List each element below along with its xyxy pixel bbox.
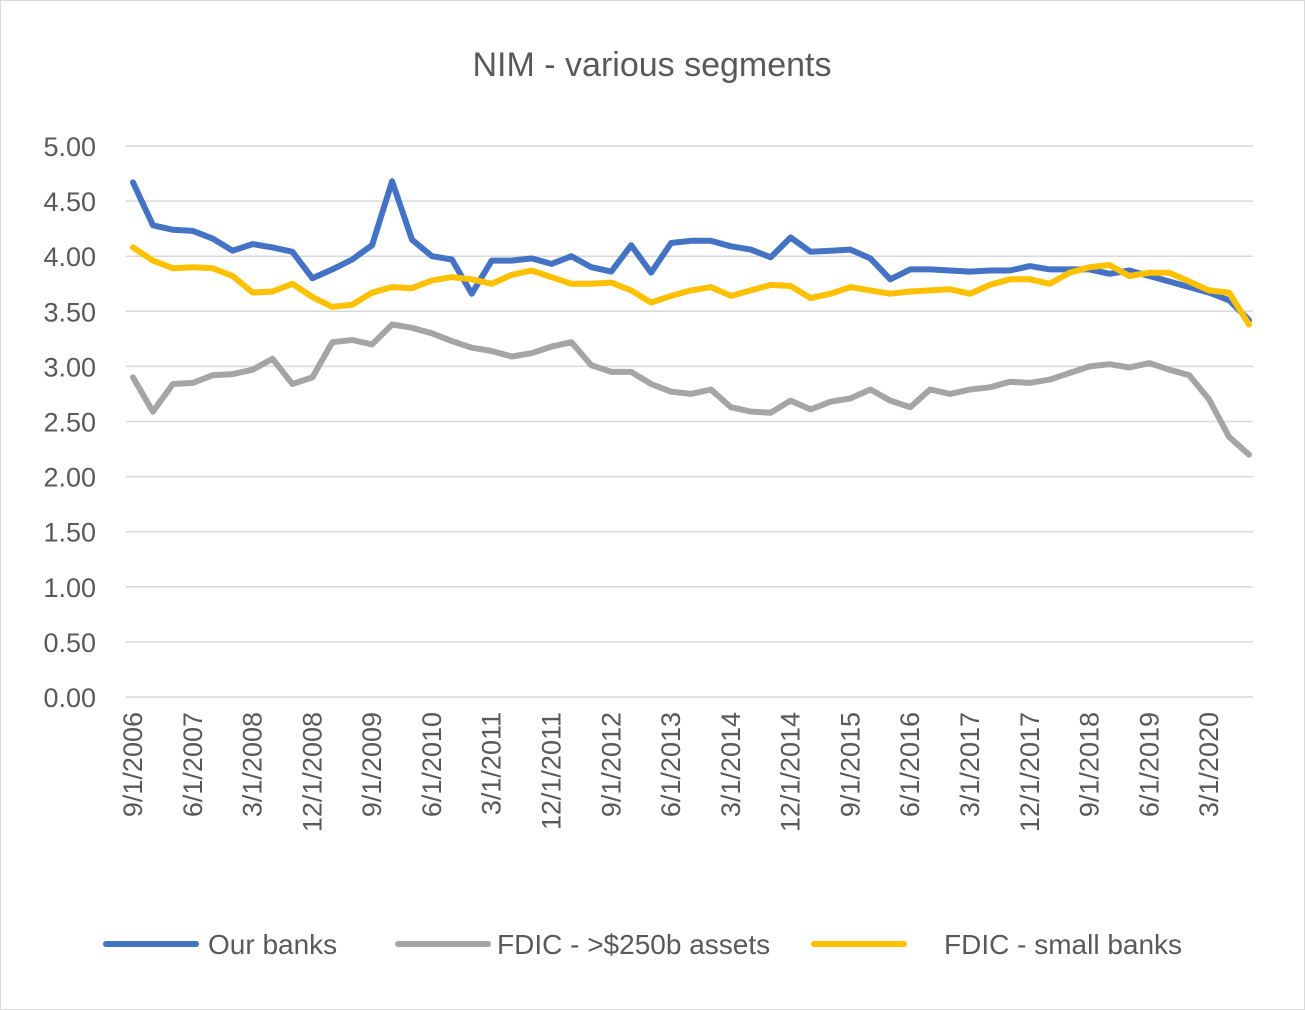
y-tick-label: 5.00 [43, 132, 96, 162]
x-tick-label: 3/1/2020 [1194, 712, 1224, 817]
x-tick-label: 12/1/2008 [297, 712, 327, 832]
series-lines [130, 178, 1252, 458]
x-tick-label: 6/1/2019 [1134, 712, 1164, 817]
x-tick-label: 12/1/2017 [1015, 712, 1045, 832]
x-tick-label: 9/1/2006 [118, 712, 148, 817]
y-tick-label: 4.50 [43, 187, 96, 217]
legend-label: FDIC - small banks [944, 929, 1182, 960]
x-tick-label: 6/1/2010 [417, 712, 447, 817]
x-tick-label: 12/1/2011 [537, 712, 567, 830]
gridlines [126, 145, 1253, 643]
x-tick-label: 3/1/2014 [716, 712, 746, 817]
y-axis-ticks: 5.00 4.50 4.00 3.50 3.00 2.50 2.00 1.50 1.00 0.50… [43, 132, 96, 713]
x-tick-label: 3/1/2017 [955, 712, 985, 817]
y-tick-label: 4.00 [43, 242, 96, 272]
x-tick-label: 9/1/2015 [835, 712, 865, 817]
y-tick-label: 3.00 [43, 352, 96, 382]
series-line-2 [130, 321, 1252, 458]
y-tick-label: 2.50 [43, 408, 96, 438]
x-tick-label: 9/1/2018 [1075, 712, 1105, 817]
y-tick-label: 1.00 [43, 573, 96, 603]
series-line-3 [130, 244, 1252, 328]
legend-label: FDIC - >$250b assets [497, 929, 770, 960]
x-tick-label: 6/1/2007 [178, 712, 208, 817]
y-tick-label: 1.50 [43, 518, 96, 548]
x-tick-label: 6/1/2013 [656, 712, 686, 817]
chart-title: NIM - various segments [473, 46, 832, 84]
legend-label: Our banks [208, 929, 337, 960]
y-tick-label: 0.00 [43, 683, 96, 713]
x-tick-label: 9/1/2012 [596, 712, 626, 817]
x-tick-label: 12/1/2014 [776, 712, 806, 832]
x-tick-label: 3/1/2011 [477, 712, 507, 815]
y-tick-label: 2.00 [43, 463, 96, 493]
series-line-1 [130, 178, 1252, 324]
x-tick-label: 3/1/2008 [238, 712, 268, 817]
y-tick-label: 3.50 [43, 297, 96, 327]
x-tick-label: 9/1/2009 [357, 712, 387, 817]
x-axis-ticks: 9/1/2006 6/1/2007 3/1/2008 12/1/2008 9/1/200… [118, 712, 1224, 832]
legend: Our banks FDIC - >$250b assets FDIC - smal… [103, 929, 1182, 960]
x-tick-label: 6/1/2016 [895, 712, 925, 817]
y-tick-label: 0.50 [43, 628, 96, 658]
